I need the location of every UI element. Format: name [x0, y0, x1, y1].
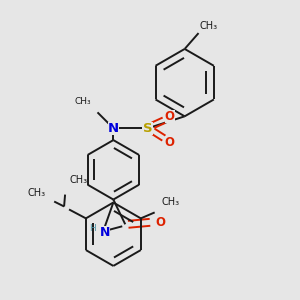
Text: O: O: [155, 216, 165, 229]
Text: O: O: [165, 136, 175, 148]
Text: CH₃: CH₃: [27, 188, 45, 198]
Text: CH₃: CH₃: [75, 98, 92, 106]
Text: S: S: [143, 122, 153, 135]
Text: CH₃: CH₃: [200, 21, 218, 31]
Text: CH₃: CH₃: [162, 197, 180, 208]
Text: N: N: [100, 226, 110, 239]
Text: H: H: [89, 224, 95, 233]
Text: O: O: [165, 110, 175, 123]
Text: N: N: [108, 122, 119, 135]
Text: CH₃: CH₃: [69, 175, 87, 185]
